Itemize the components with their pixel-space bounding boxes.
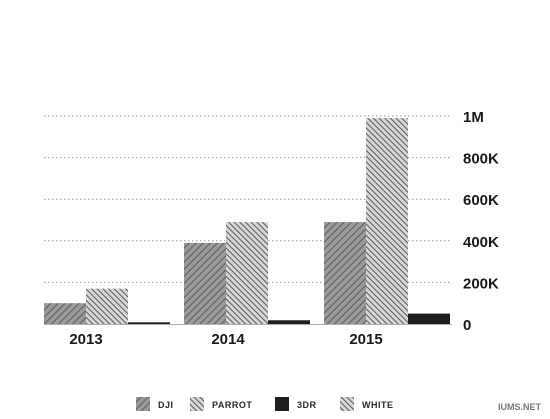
legend-label-dji: DJI (158, 400, 174, 410)
x-tick-label: 2014 (211, 331, 245, 348)
bar-dji-2014 (184, 242, 226, 324)
legend-swatch-3dr (275, 397, 289, 411)
x-tick-label: 2015 (349, 331, 382, 348)
y-tick-label: 200K (463, 275, 499, 292)
bar-3dr-2013 (128, 322, 170, 325)
bars (44, 118, 452, 325)
y-tick-label: 0 (463, 317, 471, 334)
bar-dji-2013 (44, 303, 86, 324)
y-tick-label: 600K (463, 192, 499, 209)
legend-label-white: WHITE (362, 400, 394, 410)
legend-label-3dr: 3DR (297, 400, 317, 410)
bar-parrot-2013 (86, 288, 128, 324)
y-axis: 0 200K 400K 600K 800K 1M (463, 109, 499, 334)
legend-swatch-dji (136, 397, 150, 411)
bar-dji-2015 (324, 222, 366, 324)
watermark: IUMS.NET (498, 402, 542, 412)
y-tick-label: 800K (463, 151, 499, 168)
legend-swatch-parrot (190, 397, 204, 411)
bar-3dr-2014 (268, 320, 310, 324)
y-tick-label: 1M (463, 109, 484, 126)
legend-label-parrot: PARROT (212, 400, 252, 410)
legend-swatch-white (340, 397, 354, 411)
x-tick-label: 2013 (69, 331, 102, 348)
bar-3dr-2015 (408, 313, 450, 324)
y-tick-label: 400K (463, 234, 499, 251)
bar-parrot-2014 (226, 222, 268, 324)
bar-parrot-2015 (366, 118, 408, 324)
x-axis: 2013 2014 2015 (69, 331, 382, 348)
legend: DJI PARROT 3DR WHITE (136, 397, 394, 411)
